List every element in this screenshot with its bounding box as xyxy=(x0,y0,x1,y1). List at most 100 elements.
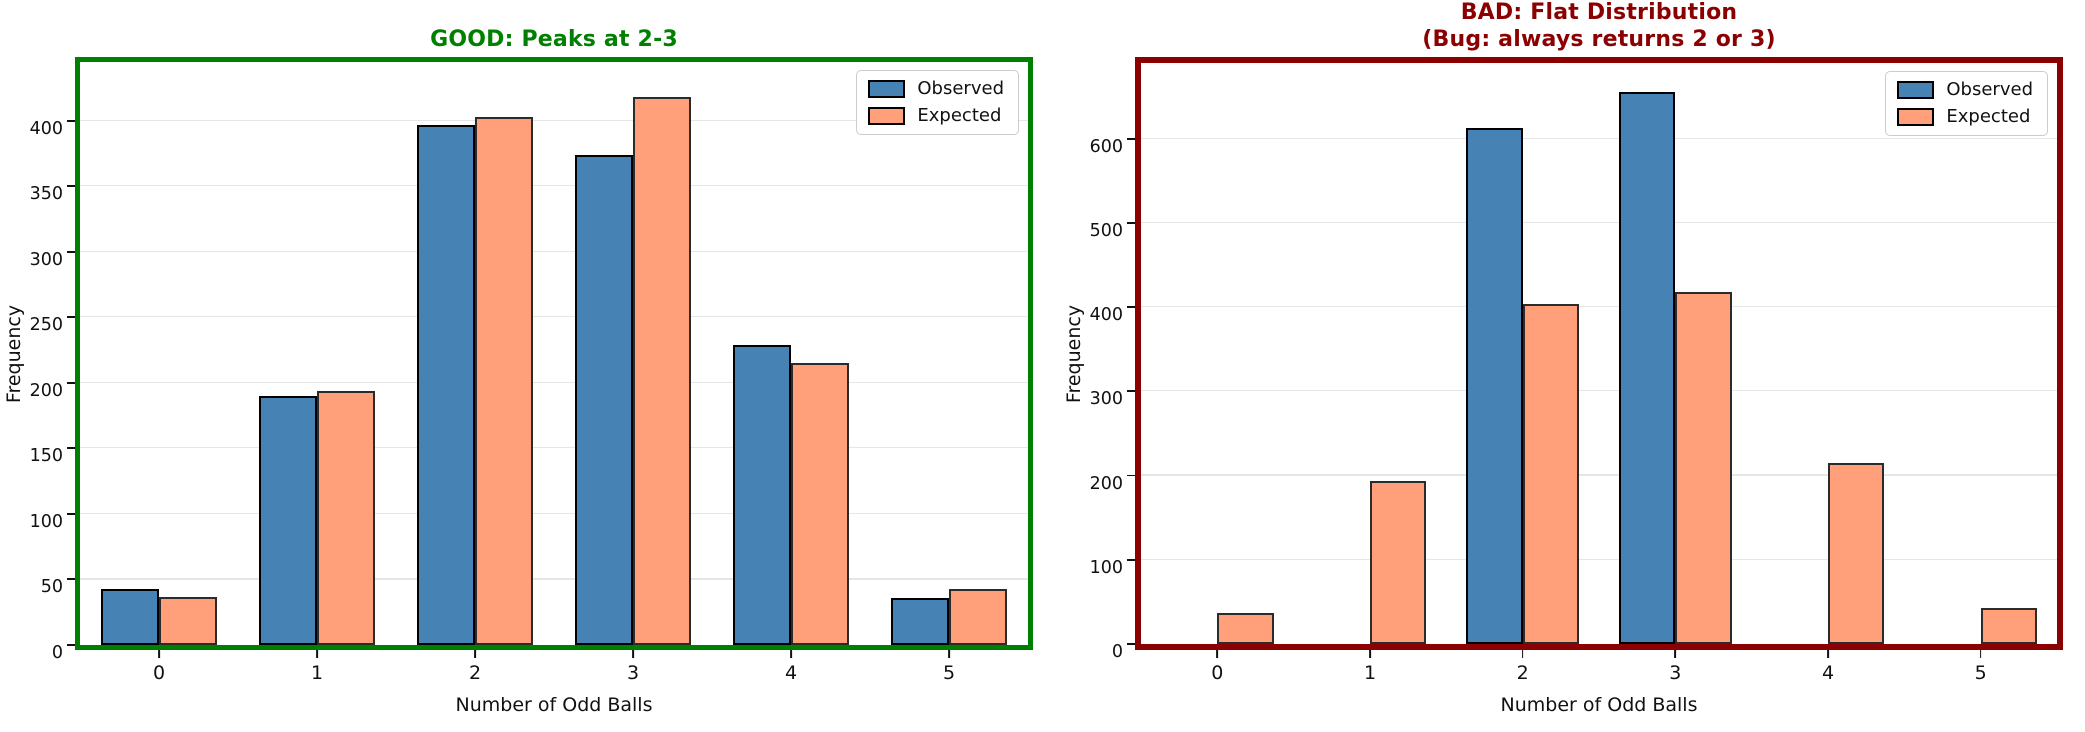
y-tick-label-300: 300 xyxy=(1089,389,1123,410)
y-tick-label-150: 150 xyxy=(29,446,63,467)
chart-title-good: GOOD: Peaks at 2-3 xyxy=(75,26,1033,53)
x-tick-label-4: 4 xyxy=(784,662,798,684)
bar-observed-4 xyxy=(732,344,791,645)
gridline-350 xyxy=(80,185,1028,187)
legend-swatch-expected xyxy=(868,107,906,125)
bar-expected-4 xyxy=(1828,462,1885,644)
bar-expected-5 xyxy=(1980,607,2038,644)
x-tick-mark xyxy=(158,650,160,658)
bar-expected-4 xyxy=(791,363,850,645)
gridline-400 xyxy=(1141,305,2057,308)
x-tick-label-0: 0 xyxy=(152,662,166,684)
y-tick-label-100: 100 xyxy=(29,511,63,532)
y-tick-label-200: 200 xyxy=(1089,473,1123,494)
y-tick-mark xyxy=(67,316,75,319)
y-tick-mark xyxy=(67,512,75,515)
gridline-200 xyxy=(80,381,1028,383)
gridline-600 xyxy=(1141,137,2057,139)
y-tick-mark xyxy=(1127,221,1135,224)
gridline-100 xyxy=(80,512,1028,514)
y-tick-label-300: 300 xyxy=(29,249,63,270)
plot-inner xyxy=(80,62,1028,645)
x-tick-label-4: 4 xyxy=(1821,662,1835,684)
y-tick-mark xyxy=(67,644,75,646)
legend-label: Observed xyxy=(1946,79,2033,100)
gridline-400 xyxy=(80,119,1028,121)
chart-panel-good: GOOD: Peaks at 2-3 Frequency Observed Exp… xyxy=(0,0,1042,732)
bar-expected-3 xyxy=(1675,292,1732,644)
y-tick-mark xyxy=(67,578,75,581)
legend: Observed Expected xyxy=(856,70,1019,135)
x-tick-mark xyxy=(948,650,950,658)
plot-area: Observed Expected xyxy=(75,57,1033,650)
x-tick-mark xyxy=(1521,650,1524,658)
legend-label: Observed xyxy=(917,78,1004,99)
plot-inner xyxy=(1141,63,2057,644)
bar-observed-3 xyxy=(1618,92,1676,644)
x-tick-label-0: 0 xyxy=(1211,662,1224,684)
x-tick-label-2: 2 xyxy=(468,662,482,684)
bar-expected-0 xyxy=(1217,612,1274,644)
plot-area: Observed Expected xyxy=(1135,57,2063,650)
bar-expected-1 xyxy=(317,390,376,645)
y-tick-mark xyxy=(1127,474,1135,477)
legend-swatch-observed xyxy=(1897,81,1935,99)
x-tick-label-3: 3 xyxy=(626,662,640,684)
legend-label: Expected xyxy=(917,105,1002,126)
bar-expected-1 xyxy=(1370,480,1427,644)
bar-observed-2 xyxy=(416,124,475,645)
y-tick-label-400: 400 xyxy=(1089,304,1123,325)
chart-title-line1: GOOD: Peaks at 2-3 xyxy=(430,27,678,52)
x-tick-mark xyxy=(474,650,476,658)
x-tick-mark xyxy=(1674,650,1677,658)
legend-item-observed: Observed xyxy=(868,80,1004,98)
bar-observed-3 xyxy=(574,155,633,645)
x-tick-label-3: 3 xyxy=(1669,662,1682,684)
bar-expected-2 xyxy=(475,117,534,645)
bar-observed-5 xyxy=(890,597,949,645)
x-tick-mark xyxy=(1216,650,1219,658)
y-tick-label-0: 0 xyxy=(1111,641,1123,662)
bar-observed-1 xyxy=(258,396,317,645)
legend-item-expected: Expected xyxy=(1897,108,2033,126)
x-tick-label-1: 1 xyxy=(1363,662,1377,684)
y-tick-label-50: 50 xyxy=(40,577,63,598)
x-tick-mark xyxy=(1979,650,1982,658)
x-tick-mark xyxy=(316,650,318,658)
y-tick-mark xyxy=(1127,558,1135,561)
y-tick-mark xyxy=(67,185,75,188)
gridline-300 xyxy=(80,250,1028,252)
y-tick-mark xyxy=(67,447,75,450)
x-tick-mark xyxy=(1369,650,1371,658)
chart-title-bad: BAD: Flat Distribution (Bug: always retu… xyxy=(1135,0,2063,53)
bar-observed-0 xyxy=(100,588,159,645)
x-tick-label-5: 5 xyxy=(942,662,956,684)
x-tick-label-2: 2 xyxy=(1516,662,1529,684)
y-tick-label-100: 100 xyxy=(1089,557,1123,578)
x-axis-label: Number of Odd Balls xyxy=(455,694,653,716)
y-tick-mark xyxy=(67,119,75,122)
legend-label: Expected xyxy=(1946,106,2031,127)
y-axis-label: Frequency xyxy=(3,304,25,403)
y-tick-mark xyxy=(1127,390,1135,393)
legend-swatch-expected xyxy=(1897,108,1935,126)
x-tick-mark xyxy=(632,650,634,658)
bar-expected-5 xyxy=(949,588,1008,645)
gridline-300 xyxy=(1141,390,2057,392)
y-tick-label-600: 600 xyxy=(1089,136,1123,157)
legend-item-observed: Observed xyxy=(1897,81,2033,99)
y-tick-label-250: 250 xyxy=(29,315,63,336)
bar-expected-0 xyxy=(159,596,218,645)
y-tick-label-500: 500 xyxy=(1089,220,1123,241)
gridline-500 xyxy=(1141,221,2057,223)
gridline-200 xyxy=(1141,474,2057,476)
y-tick-label-400: 400 xyxy=(29,118,63,139)
bar-observed-2 xyxy=(1466,127,1523,644)
gridline-50 xyxy=(80,578,1028,580)
chart-title-line2: (Bug: always returns 2 or 3) xyxy=(1422,27,1776,52)
x-tick-mark xyxy=(790,650,792,658)
y-tick-label-200: 200 xyxy=(29,380,63,401)
chart-title-line1: BAD: Flat Distribution xyxy=(1460,0,1738,25)
x-tick-mark xyxy=(1827,650,1829,658)
